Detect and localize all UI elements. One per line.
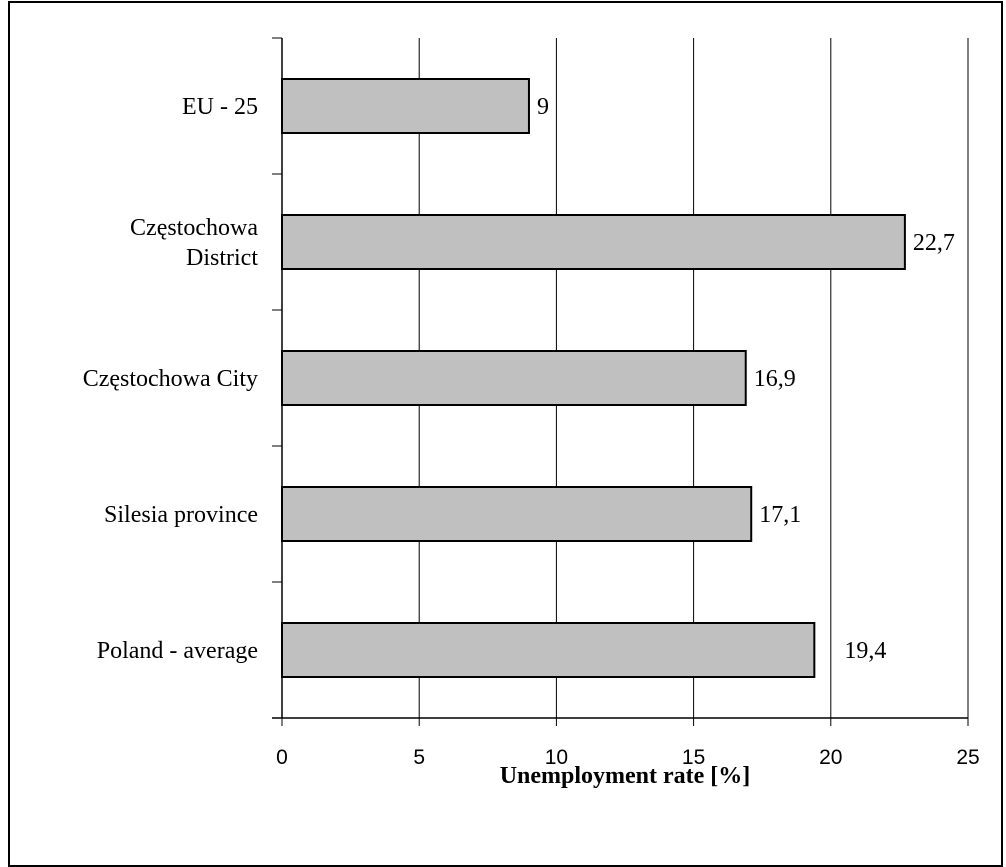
x-tick-label: 10 xyxy=(545,746,568,769)
x-tick-label: 5 xyxy=(413,746,425,769)
data-label: 22,7 xyxy=(913,230,955,256)
bars xyxy=(281,78,906,678)
x-tick-label: 20 xyxy=(819,746,842,769)
x-tick-label: 15 xyxy=(682,746,705,769)
bar xyxy=(281,486,753,542)
x-tick-label: 0 xyxy=(276,746,288,769)
category-label: Silesia province xyxy=(104,502,258,528)
bar xyxy=(281,622,816,678)
bar xyxy=(281,350,747,406)
category-label: Poland - average xyxy=(97,638,258,664)
bar xyxy=(281,78,530,134)
axes xyxy=(272,37,969,726)
data-label: 17,1 xyxy=(759,502,801,528)
labels: 0 5 10 15 20 25 9 EU - 25 22,7 Częstochowa Distric… xyxy=(83,94,980,769)
data-label: 9 xyxy=(537,94,549,120)
data-label: 19,4 xyxy=(844,638,886,664)
x-tick-label: 25 xyxy=(956,746,979,769)
category-label: EU - 25 xyxy=(182,94,258,120)
x-axis-title: Unemployment rate [%] xyxy=(500,763,751,789)
chart-frame xyxy=(8,1,1003,867)
category-label: Częstochowa District xyxy=(130,215,258,271)
bar xyxy=(281,214,906,270)
data-label: 16,9 xyxy=(754,366,796,392)
category-label: Częstochowa City xyxy=(83,366,258,392)
